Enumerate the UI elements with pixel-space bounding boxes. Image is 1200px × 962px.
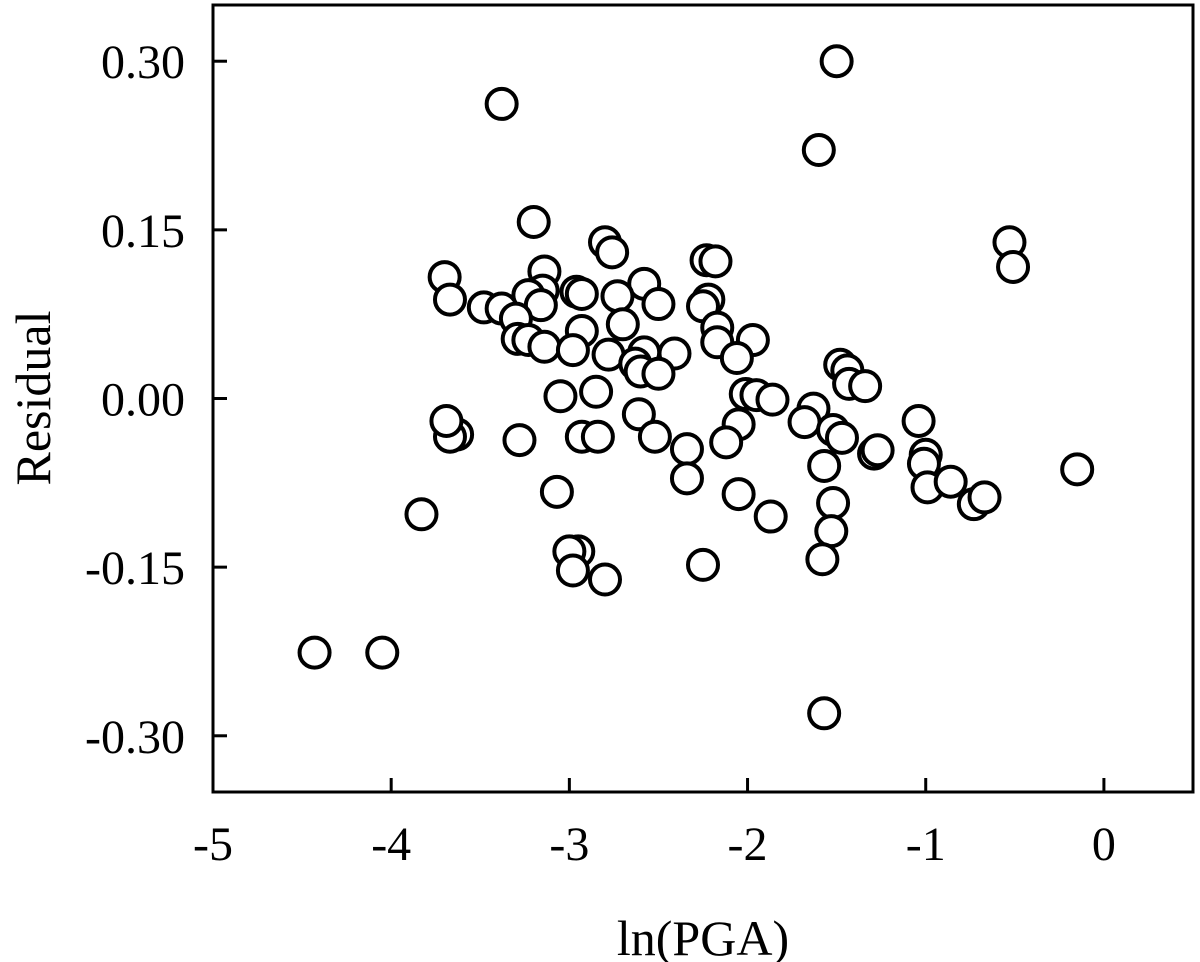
data-point	[755, 382, 790, 417]
data-point	[709, 425, 744, 460]
data-point	[516, 204, 551, 239]
data-point	[669, 461, 704, 496]
data-point	[621, 397, 656, 432]
data-point	[1060, 452, 1095, 487]
data-point	[686, 547, 720, 582]
data-point	[605, 307, 640, 342]
data-point	[967, 480, 1002, 515]
data-point	[933, 464, 968, 499]
y-tick-label: 0.15	[101, 205, 185, 258]
data-point	[805, 542, 840, 577]
data-point	[814, 514, 849, 549]
x-tick-label: -1	[906, 818, 946, 871]
data-point	[787, 405, 822, 440]
y-tick-label: 0.00	[101, 374, 185, 427]
data-point	[819, 44, 854, 79]
data-point	[996, 249, 1031, 284]
data-point	[502, 423, 537, 458]
y-tick-label: -0.30	[85, 711, 185, 764]
data-point	[801, 133, 836, 168]
x-tick-label: -4	[371, 818, 411, 871]
data-points	[297, 44, 1095, 731]
y-axis-title: Residual	[5, 311, 61, 486]
data-point	[365, 635, 400, 670]
data-point	[816, 486, 851, 521]
data-point	[527, 329, 562, 364]
data-point	[669, 432, 704, 467]
data-point	[901, 403, 936, 438]
x-tick-label: -5	[193, 818, 233, 871]
data-point	[555, 553, 590, 588]
data-point	[848, 369, 883, 404]
y-tick-label: -0.15	[85, 542, 185, 595]
data-point	[753, 499, 788, 534]
data-point	[807, 448, 842, 483]
plot-area-frame	[211, 3, 1195, 794]
data-point	[698, 244, 733, 279]
x-axis-title: ln(PGA)	[617, 910, 789, 962]
data-point	[432, 282, 467, 317]
data-point	[588, 562, 622, 597]
data-point	[579, 374, 614, 409]
data-point	[595, 235, 630, 270]
x-tick-label: -3	[549, 818, 589, 871]
data-point	[580, 419, 615, 454]
data-point	[404, 497, 439, 532]
y-tick-label: 0.30	[101, 36, 185, 89]
data-point	[484, 86, 519, 121]
data-point	[297, 635, 332, 670]
x-tick-label: -2	[728, 818, 768, 871]
data-point	[600, 279, 635, 314]
data-point	[555, 333, 590, 368]
data-point	[824, 420, 859, 455]
axis-ticks	[211, 59, 1106, 792]
x-tick-label: 0	[1092, 818, 1116, 871]
data-point	[719, 341, 754, 376]
data-point	[721, 477, 756, 512]
data-point	[543, 379, 578, 414]
data-point	[564, 276, 599, 311]
data-point	[429, 403, 464, 438]
data-point	[641, 356, 676, 391]
data-point	[637, 419, 672, 454]
data-point	[807, 696, 842, 731]
axis-tick-labels: -5 -4 -3 -2 -1 0 0.30 0.15 0.00 -0.15 -0.30	[85, 36, 1116, 871]
data-point	[539, 474, 574, 509]
data-point	[641, 287, 676, 322]
data-point	[860, 433, 895, 468]
